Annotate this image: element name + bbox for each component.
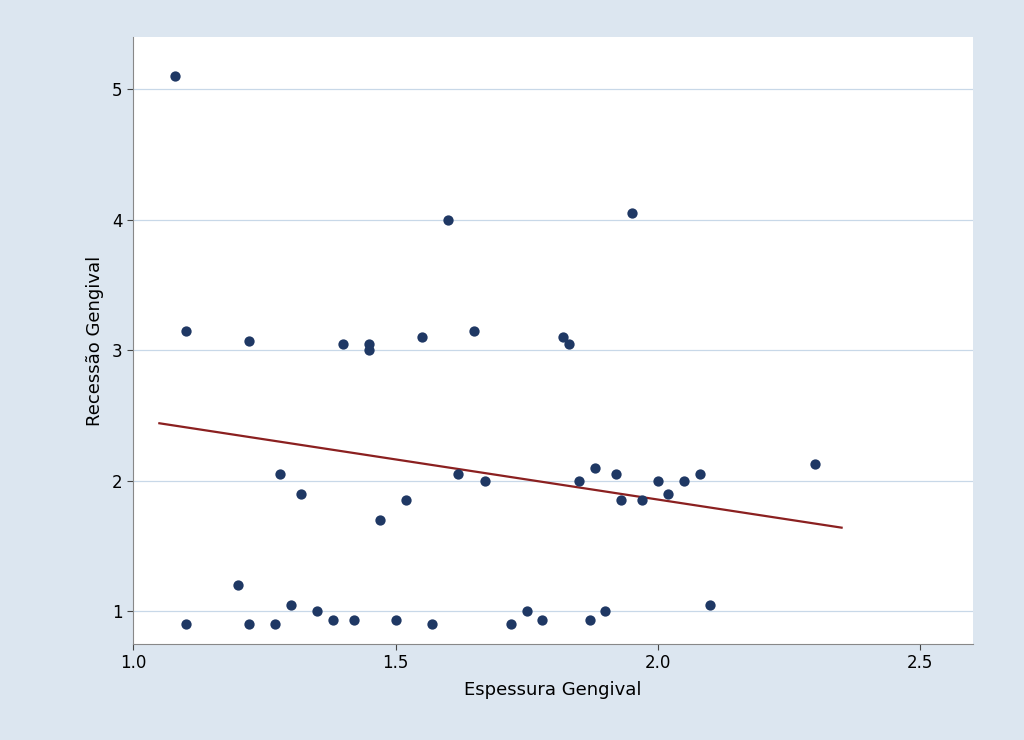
Point — [807, 458, 823, 470]
Point — [634, 494, 650, 506]
Point — [325, 614, 341, 626]
Point — [271, 468, 289, 480]
Point — [535, 614, 551, 626]
Y-axis label: Recessão Gengival: Recessão Gengival — [86, 255, 103, 426]
Point — [397, 494, 414, 506]
Point — [476, 475, 493, 487]
Point — [560, 337, 577, 349]
Point — [503, 619, 519, 630]
Point — [229, 579, 246, 591]
Point — [167, 70, 183, 82]
Point — [177, 325, 194, 337]
Point — [571, 475, 588, 487]
Point — [387, 614, 403, 626]
Point — [624, 207, 640, 219]
Point — [613, 494, 630, 506]
Point — [702, 599, 719, 610]
Point — [361, 344, 378, 356]
Point — [424, 619, 440, 630]
Point — [691, 468, 708, 480]
Point — [676, 475, 692, 487]
Point — [177, 619, 194, 630]
Point — [414, 332, 430, 343]
Point — [597, 605, 613, 617]
Point — [582, 614, 598, 626]
Point — [607, 468, 624, 480]
Point — [372, 514, 388, 525]
Point — [649, 475, 666, 487]
Point — [361, 337, 378, 349]
Point — [283, 599, 299, 610]
Point — [335, 337, 351, 349]
Point — [587, 462, 603, 474]
Point — [660, 488, 677, 500]
Point — [451, 468, 467, 480]
Point — [555, 332, 571, 343]
Point — [440, 214, 457, 226]
Point — [345, 614, 361, 626]
Point — [308, 605, 325, 617]
Point — [466, 325, 482, 337]
Point — [293, 488, 309, 500]
Point — [241, 619, 257, 630]
X-axis label: Espessura Gengival: Espessura Gengival — [464, 681, 642, 699]
Point — [518, 605, 535, 617]
Point — [266, 619, 283, 630]
Point — [241, 335, 257, 347]
